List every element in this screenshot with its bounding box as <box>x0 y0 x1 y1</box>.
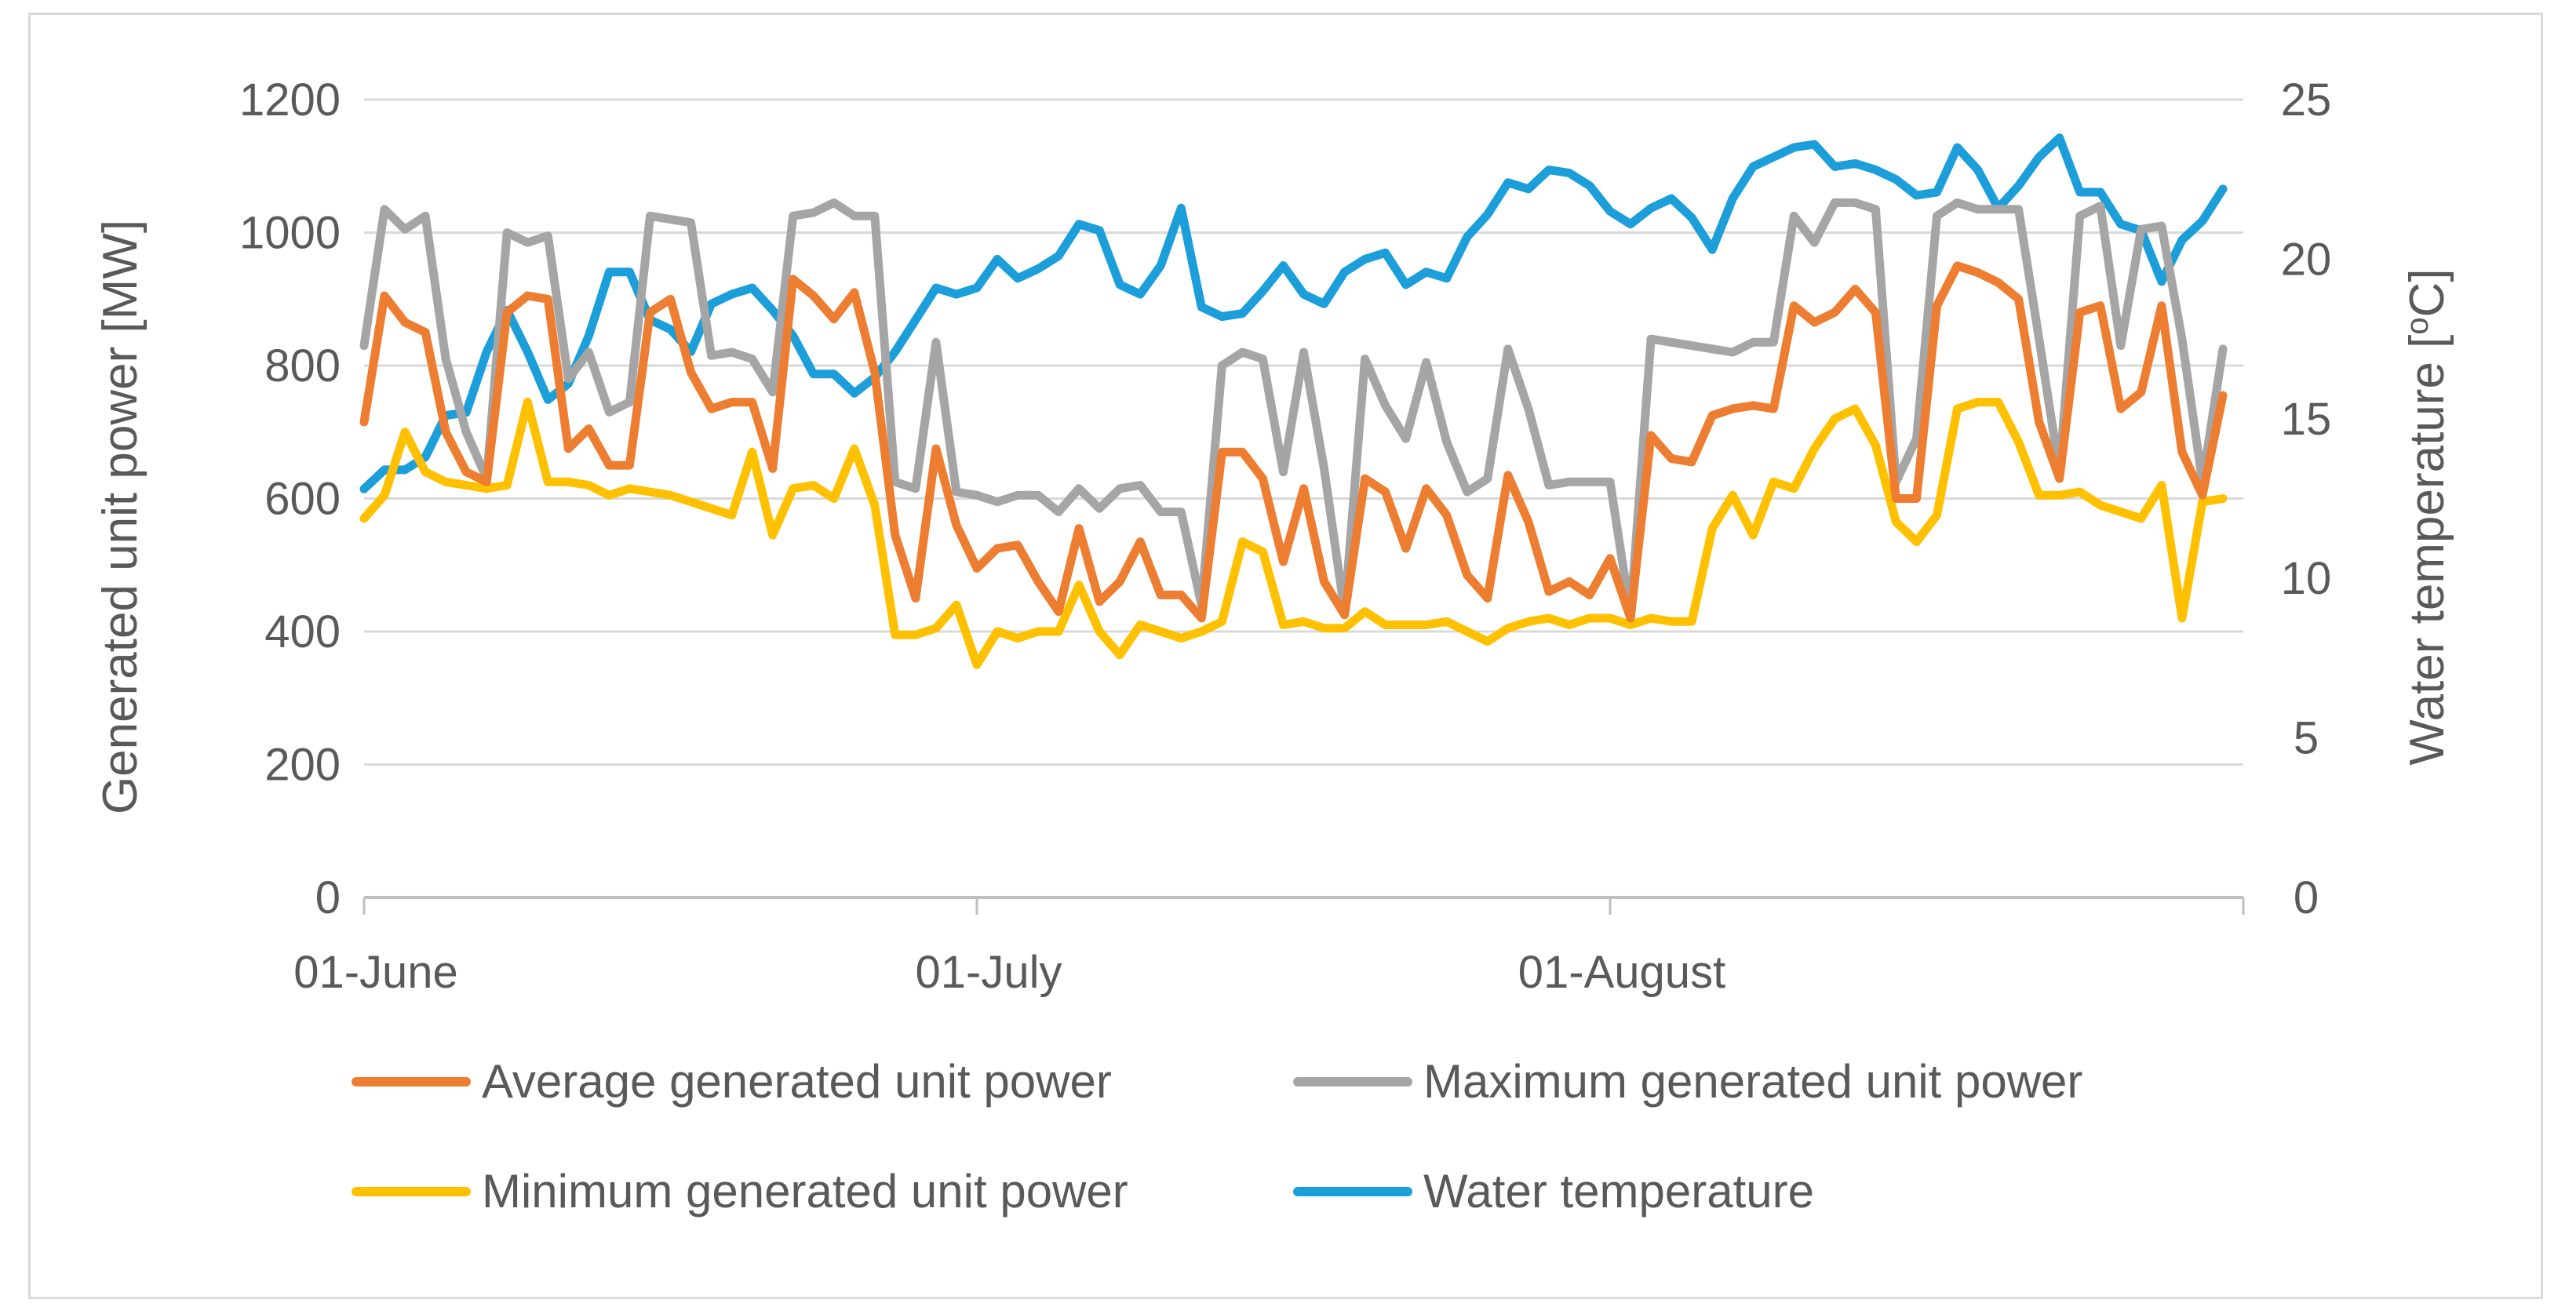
y2-tick-label: 5 <box>2294 713 2319 764</box>
legend: Average generated unit power Maximum gene… <box>352 1055 2082 1218</box>
x-axis: 01-June 01-July 01-August <box>293 897 2245 998</box>
legend-label: Water temperature <box>1423 1165 1814 1218</box>
legend-label: Maximum generated unit power <box>1423 1055 2082 1108</box>
y2-tick-label: 20 <box>2281 234 2332 285</box>
y2-axis-title-unit: C] <box>2400 268 2454 317</box>
y2-tick-label: 0 <box>2294 872 2319 923</box>
left-axis-ticks: 0 200 400 600 800 1000 1200 <box>239 75 341 923</box>
legend-item: Minimum generated unit power <box>352 1165 1128 1218</box>
legend-label: Minimum generated unit power <box>482 1165 1128 1218</box>
y2-axis-title: Water temperature [oC] <box>2400 268 2454 765</box>
y2-axis-title-degree: o <box>2400 317 2435 334</box>
y-tick-label: 0 <box>315 872 341 923</box>
y-tick-label: 400 <box>264 606 341 657</box>
legend-item: Water temperature <box>1293 1165 1814 1218</box>
x-tick-label: 01-August <box>1518 947 1725 998</box>
legend-item: Maximum generated unit power <box>1293 1055 2082 1108</box>
y-tick-label: 1200 <box>239 75 341 126</box>
y2-axis-title-main: Water temperature [ <box>2400 335 2454 766</box>
chart-frame: 0 200 400 600 800 1000 1200 0 5 10 15 20 25 01-June… <box>28 13 2543 1299</box>
line-chart: 0 200 400 600 800 1000 1200 0 5 10 15 20 25 01-June… <box>93 75 2454 1218</box>
y-tick-label: 600 <box>264 474 341 525</box>
series-line-water-temperature <box>359 133 2228 493</box>
y-tick-label: 1000 <box>239 208 341 259</box>
y2-tick-label: 10 <box>2281 553 2332 604</box>
y-axis-title: Generated unit power [MW] <box>93 220 148 814</box>
y-tick-label: 800 <box>264 340 341 391</box>
series-line-maximum-generated-unit-power <box>359 198 2228 620</box>
x-tick-label: 01-June <box>293 947 458 998</box>
right-axis-ticks: 0 5 10 15 20 25 <box>2281 75 2332 923</box>
legend-item: Average generated unit power <box>352 1055 1112 1108</box>
y2-tick-label: 15 <box>2281 394 2332 445</box>
series-line-average-generated-unit-power <box>359 261 2228 623</box>
legend-label: Average generated unit power <box>482 1055 1112 1108</box>
series-line-minimum-generated-unit-power <box>359 398 2228 669</box>
x-tick-label: 01-July <box>915 947 1062 998</box>
series-lines <box>359 133 2228 669</box>
y-tick-label: 200 <box>264 740 341 791</box>
y2-tick-label: 25 <box>2281 75 2332 126</box>
